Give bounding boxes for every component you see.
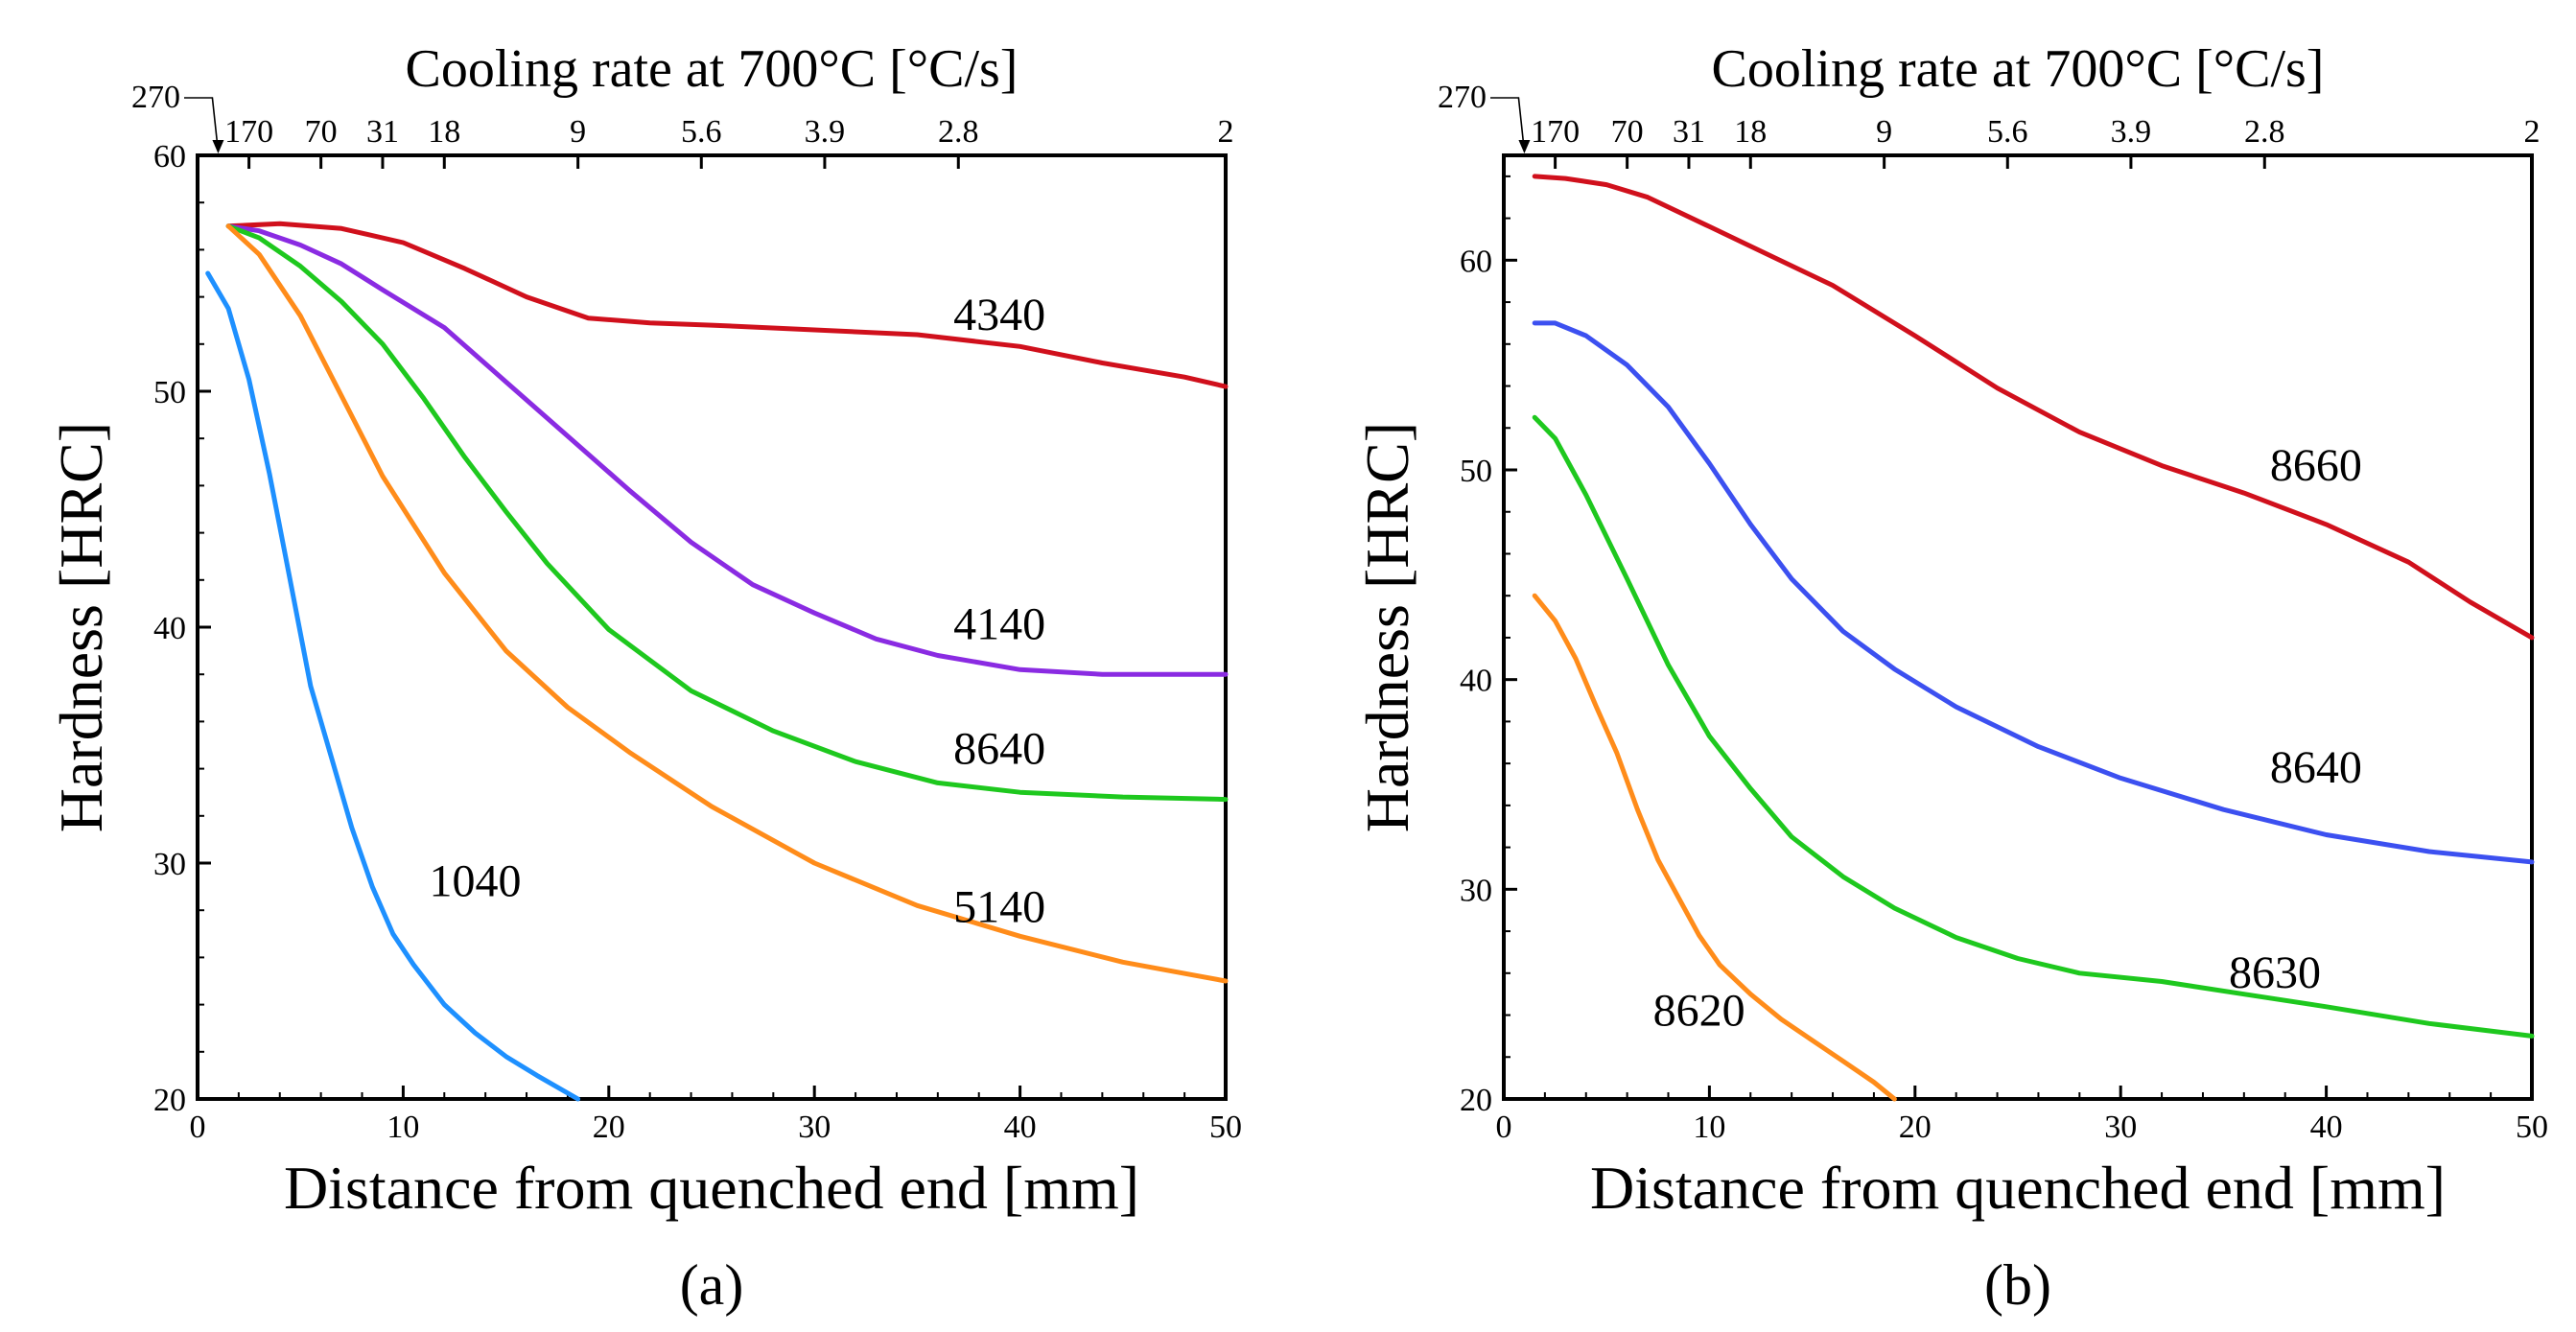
- top-tick-label: 2.8: [2244, 114, 2285, 150]
- x-tick-label: 0: [1496, 1110, 1512, 1145]
- x-tick-label: 20: [593, 1110, 625, 1145]
- y-tick-label: 20: [1460, 1083, 1492, 1118]
- top-tick-label: 70: [305, 114, 338, 150]
- series-line-8640: [1532, 320, 2535, 865]
- x-tick-label: 30: [798, 1110, 831, 1145]
- top-tick-label: 9: [1876, 114, 1892, 150]
- series-label-5140: 5140: [953, 882, 1045, 933]
- x-axis-title: Distance from quenched end [mm]: [1590, 1154, 2446, 1222]
- series-line-5140: [225, 223, 1229, 984]
- x-tick-label: 40: [2310, 1110, 2343, 1145]
- x-tick-label: 30: [2104, 1110, 2137, 1145]
- top-tick-label: 18: [1734, 114, 1767, 150]
- series-label-4140: 4140: [953, 598, 1045, 649]
- y-tick-label: 40: [153, 611, 186, 646]
- x-tick-label: 20: [1899, 1110, 1932, 1145]
- top-tick-label: 70: [1611, 114, 1644, 150]
- x-tick-label: 0: [190, 1110, 206, 1145]
- series-label-8640: 8640: [953, 724, 1045, 775]
- panel-caption: (a): [680, 1253, 744, 1317]
- top-tick-label: 9: [570, 114, 586, 150]
- top-tick-label: 170: [1531, 114, 1580, 150]
- top-tick-label: 2: [2524, 114, 2541, 150]
- top-axis-title: Cooling rate at 700°C [°C/s]: [406, 39, 1019, 99]
- x-tick-label: 50: [1209, 1110, 1242, 1145]
- y-tick-label: 50: [1460, 454, 1492, 489]
- y-tick-label: 60: [1460, 244, 1492, 279]
- top-tick-label: 31: [1673, 114, 1705, 150]
- top-tick-label: 2: [1218, 114, 1234, 150]
- y-axis-title: Hardness [HRC]: [1353, 422, 1421, 832]
- y-tick-label: 60: [153, 139, 186, 175]
- top-tick-label: 5.6: [1987, 114, 2028, 150]
- top-tick-label: 270: [1438, 80, 1487, 115]
- top-tick-label: 170: [224, 114, 273, 150]
- plot-frame: [196, 153, 1228, 1101]
- x-tick-label: 40: [1004, 1110, 1037, 1145]
- series-line-8660: [1532, 174, 2535, 641]
- y-tick-label: 40: [1460, 664, 1492, 699]
- series-label-4340: 4340: [953, 290, 1045, 340]
- series-label-8630: 8630: [2229, 947, 2321, 998]
- top-tick-label: 31: [366, 114, 399, 150]
- top-tick-leader: [184, 97, 220, 152]
- series-label-8660: 8660: [2270, 440, 2362, 491]
- top-tick-label: 3.9: [805, 114, 846, 150]
- y-tick-label: 30: [153, 847, 186, 882]
- y-tick-label: 30: [1460, 873, 1492, 908]
- top-tick-label: 2.8: [938, 114, 979, 150]
- series-label-8640: 8640: [2270, 742, 2362, 793]
- top-tick-label: 3.9: [2111, 114, 2152, 150]
- series-label-1040: 1040: [429, 855, 521, 906]
- top-tick-label: 270: [131, 80, 180, 115]
- y-axis-title: Hardness [HRC]: [47, 422, 115, 832]
- series-line-4140: [225, 223, 1229, 677]
- x-axis-title: Distance from quenched end [mm]: [284, 1154, 1139, 1222]
- top-tick-arrow: [1518, 140, 1531, 153]
- top-axis-title: Cooling rate at 700°C [°C/s]: [1712, 39, 2325, 99]
- series-line-8640: [225, 223, 1229, 803]
- plot-frame: [1502, 153, 2534, 1101]
- chart-panel-b: 0 10 20 30 40 50 20 30 40 50 60 270 170 70 31 18 9 5.6 3.9…: [1353, 39, 2548, 1317]
- series-line-8620: [1532, 593, 1897, 1102]
- x-tick-label: 10: [1693, 1110, 1725, 1145]
- series-line-4340: [225, 221, 1229, 389]
- x-tick-label: 10: [386, 1110, 419, 1145]
- series-line-1040: [205, 270, 581, 1102]
- y-tick-label: 50: [153, 375, 186, 410]
- x-tick-label: 50: [2516, 1110, 2548, 1145]
- chart-panel-a: 0 10 20 30 40 50 20 30 40 50 60 270 170 70 31 18 9 5.6 3.9…: [47, 39, 1242, 1317]
- top-tick-label: 18: [428, 114, 460, 150]
- series-line-8630: [1532, 414, 2535, 1039]
- top-tick-arrow: [212, 140, 224, 153]
- y-tick-label: 20: [153, 1083, 186, 1118]
- panel-caption: (b): [1984, 1253, 2051, 1317]
- top-tick-label: 5.6: [681, 114, 722, 150]
- series-label-8620: 8620: [1653, 985, 1745, 1036]
- top-tick-leader: [1490, 97, 1526, 152]
